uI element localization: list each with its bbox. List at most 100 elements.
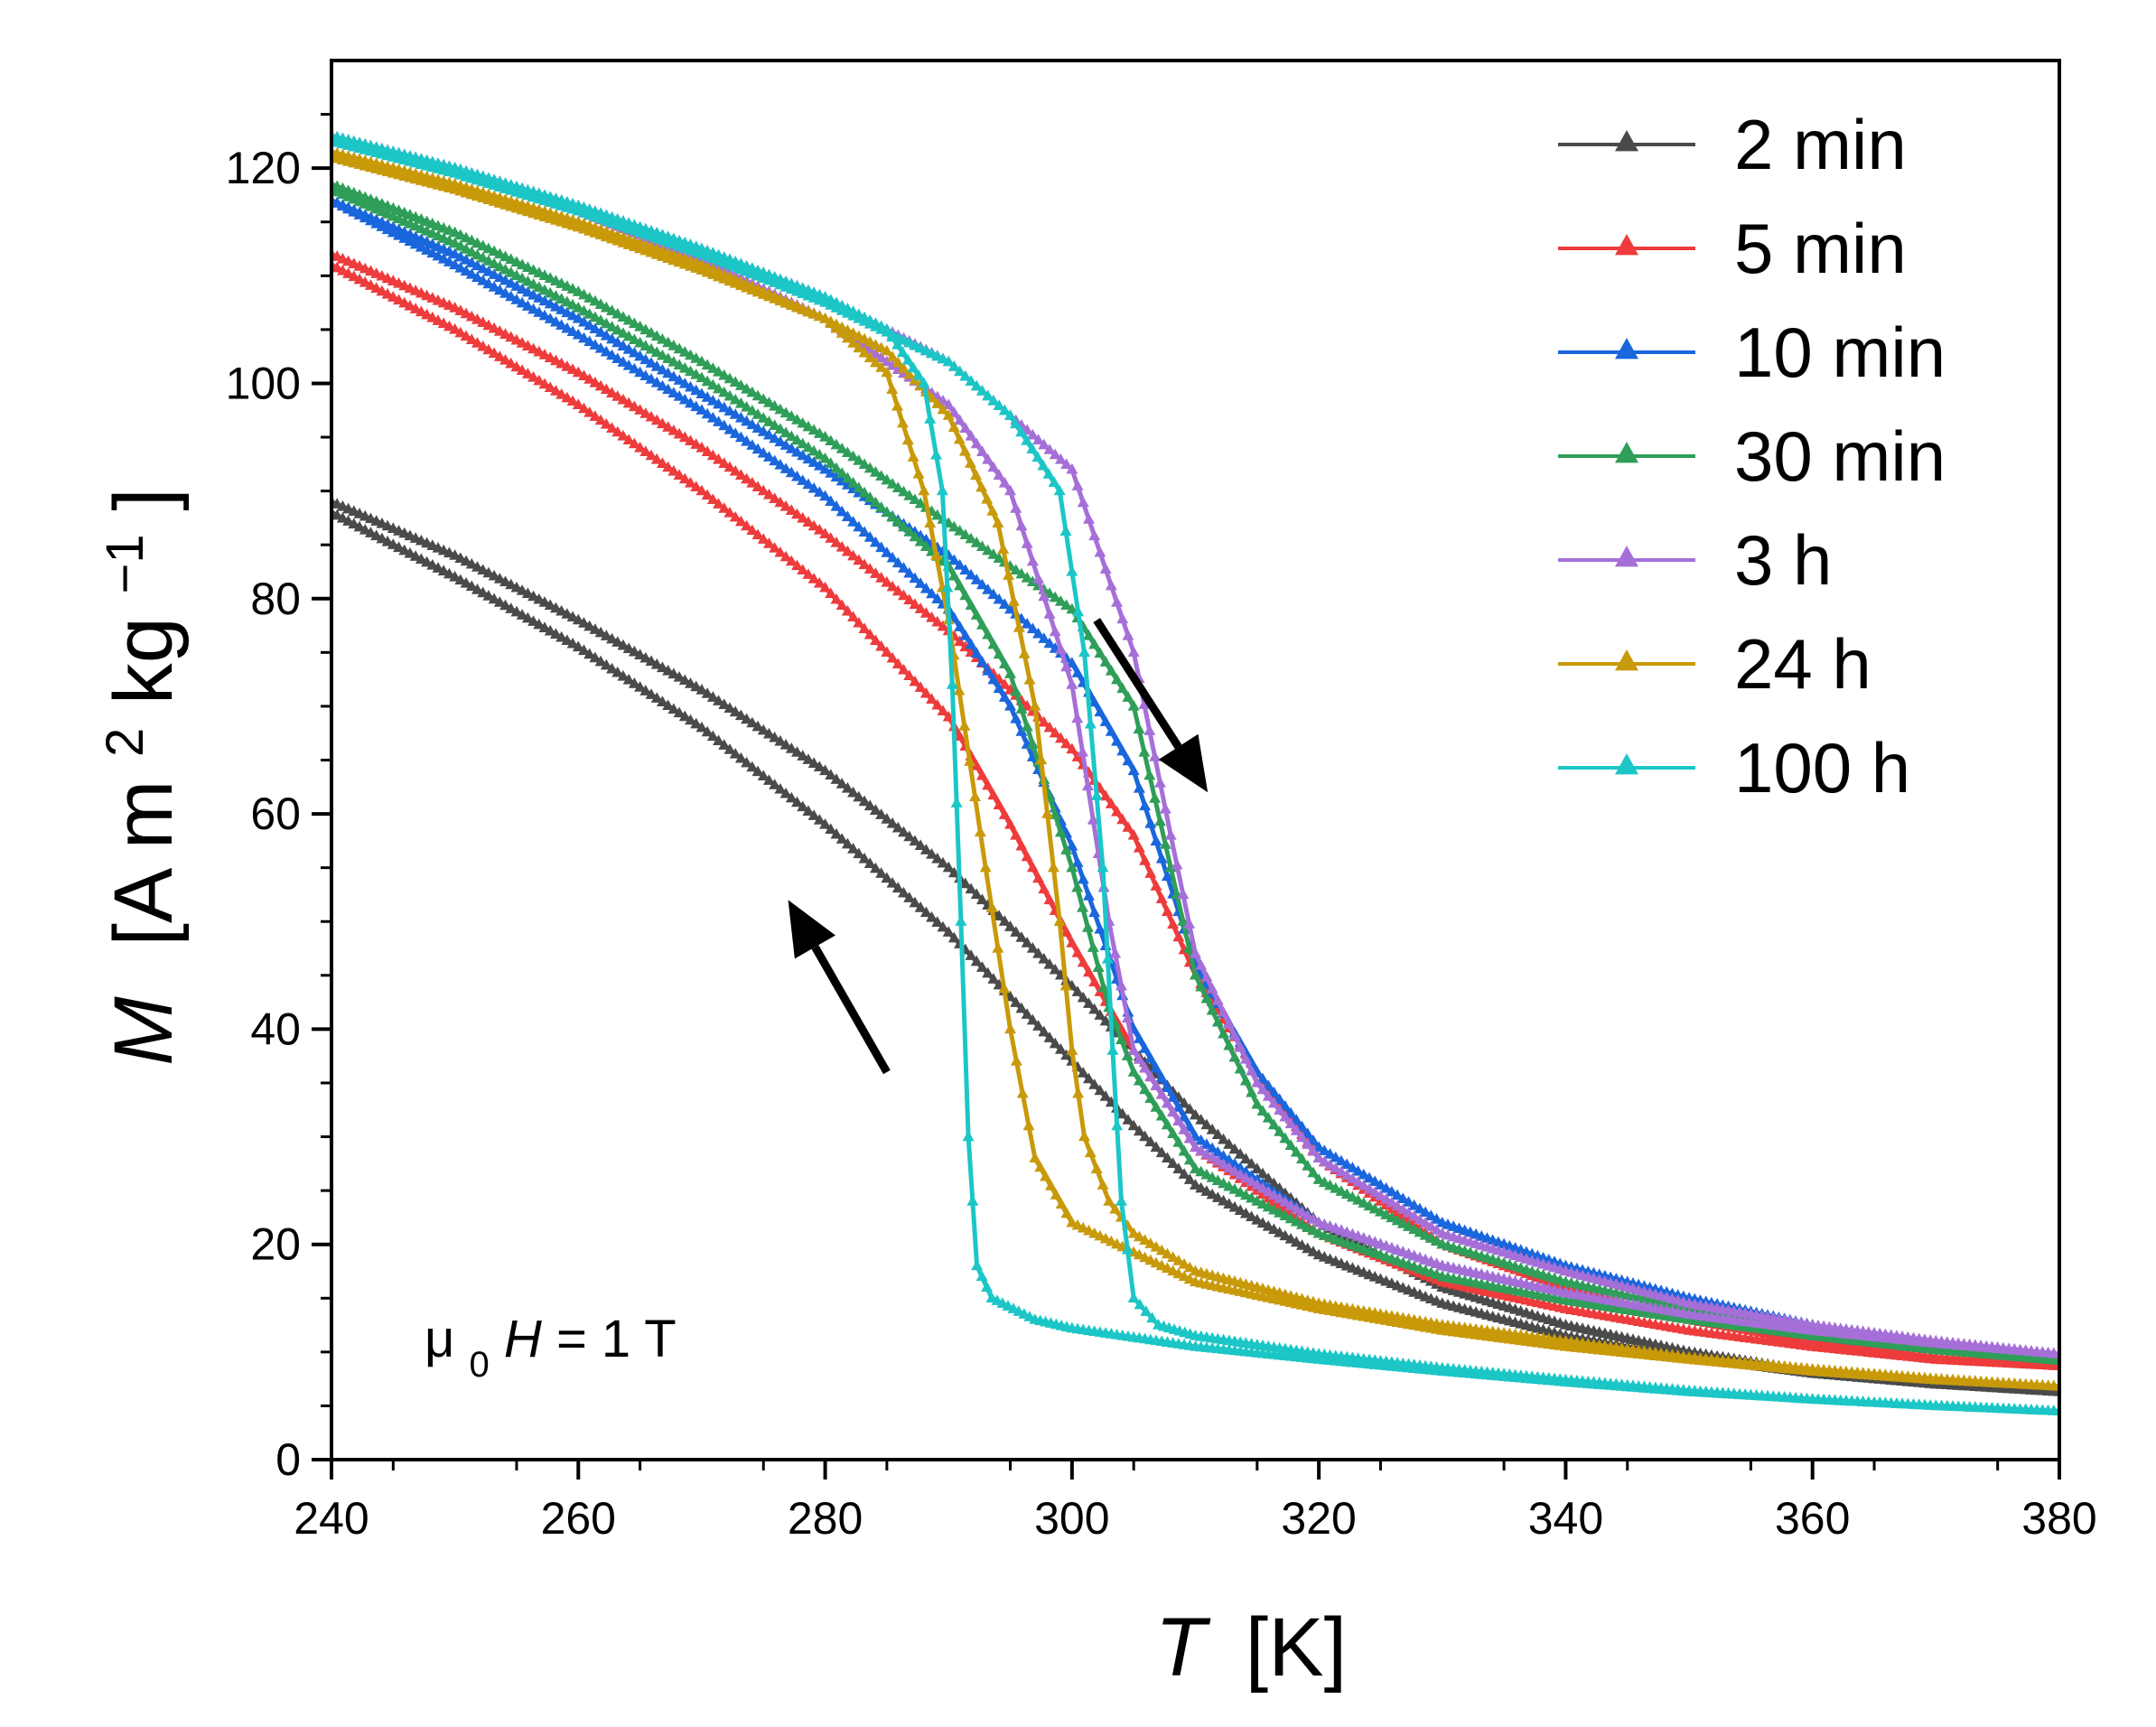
data-point (1054, 453, 1067, 464)
data-point (1358, 1179, 1370, 1190)
data-point (1035, 753, 1048, 765)
data-point (807, 424, 820, 435)
data-point (1071, 856, 1084, 867)
data-point (769, 432, 781, 443)
data-point (706, 730, 719, 742)
data-point (1032, 434, 1045, 444)
data-point (1307, 1246, 1320, 1256)
data-point (1072, 1087, 1085, 1098)
data-point (1088, 1003, 1101, 1014)
data-point (813, 427, 826, 438)
data-point (762, 415, 775, 426)
data-point (1122, 691, 1134, 702)
data-point (650, 692, 663, 703)
data-point (903, 490, 916, 500)
data-point (701, 445, 714, 456)
data-point (981, 492, 994, 504)
data-point (477, 586, 490, 598)
data-point (797, 800, 809, 812)
data-point (813, 761, 826, 772)
data-point (572, 285, 584, 296)
data-point (645, 655, 658, 667)
data-point (835, 474, 848, 486)
data-point (662, 383, 675, 395)
data-point (1144, 1051, 1157, 1063)
data-point (1071, 946, 1084, 957)
data-point (1122, 1114, 1134, 1125)
data-point (1111, 734, 1124, 746)
data-point (1099, 656, 1112, 667)
data-point (549, 628, 562, 639)
data-point (914, 497, 927, 509)
data-point (959, 422, 972, 433)
data-point (1144, 1135, 1157, 1147)
data-point (762, 451, 775, 462)
data-point (1177, 888, 1190, 900)
arrow-heating-head (788, 900, 835, 959)
data-point (594, 379, 607, 391)
data-point (1178, 1168, 1190, 1179)
data-point (1099, 715, 1112, 726)
data-point (875, 351, 888, 362)
data-point (1262, 1111, 1274, 1123)
data-point (589, 322, 602, 334)
data-point (1043, 893, 1056, 905)
data-point (853, 520, 865, 532)
data-point (594, 298, 607, 309)
data-point (886, 817, 899, 828)
data-point (606, 332, 619, 344)
data-point (1279, 1132, 1292, 1144)
data-point (802, 753, 815, 764)
x-axis: 240 260 280 300 320 340 360 380 (294, 1460, 2097, 1544)
data-point (1267, 1097, 1280, 1108)
data-point (493, 284, 506, 295)
data-point (734, 709, 747, 721)
data-point (1081, 779, 1094, 791)
data-point (685, 365, 697, 377)
data-point (1274, 1226, 1286, 1237)
data-point (1223, 1162, 1236, 1172)
data-point (802, 453, 815, 464)
data-point (1084, 717, 1097, 729)
annot-sub: 0 (470, 1345, 490, 1385)
data-point (785, 430, 798, 442)
data-point (1127, 1119, 1140, 1131)
legend-label: 30 min (1734, 416, 1946, 496)
data-point (628, 677, 640, 688)
data-point (1066, 839, 1078, 851)
data-point (1015, 519, 1028, 531)
x-axis-unit: [K] (1246, 1601, 1347, 1694)
data-point (465, 580, 478, 592)
y-axis-unit-suffix: ] (98, 488, 190, 511)
data-point (1133, 1074, 1145, 1086)
data-point (734, 397, 747, 408)
data-point (1106, 1044, 1119, 1055)
data-point (875, 572, 888, 583)
data-point (741, 382, 753, 394)
data-point (1256, 1105, 1269, 1116)
data-point (589, 294, 602, 306)
data-point (449, 570, 462, 582)
data-point (998, 982, 1011, 994)
data-point (1049, 726, 1061, 738)
data-point (1050, 1189, 1062, 1200)
data-point (639, 407, 652, 418)
data-point (975, 769, 988, 780)
data-point (1190, 968, 1201, 980)
data-point (583, 373, 596, 384)
data-point (863, 799, 876, 811)
data-point (931, 852, 944, 864)
data-point (959, 369, 972, 381)
data-point (1150, 1141, 1162, 1153)
data-point (685, 397, 697, 408)
data-point (1228, 1050, 1241, 1062)
data-point (549, 315, 562, 327)
data-point (903, 593, 916, 605)
data-point (718, 369, 731, 380)
data-point (886, 478, 899, 489)
data-point (1088, 976, 1101, 987)
data-point (734, 751, 747, 763)
data-point (656, 379, 668, 391)
data-point (555, 319, 568, 330)
data-point (785, 555, 798, 566)
